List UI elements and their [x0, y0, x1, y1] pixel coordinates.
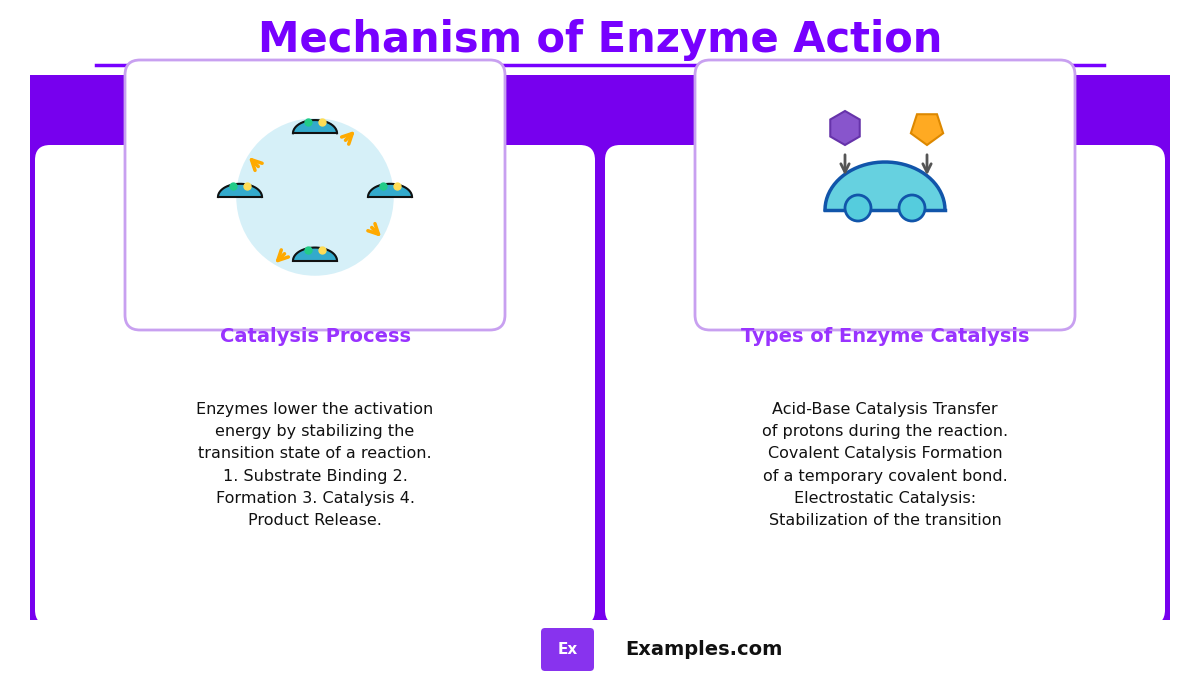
Text: Types of Enzyme Catalysis: Types of Enzyme Catalysis — [740, 327, 1030, 346]
Polygon shape — [368, 184, 412, 197]
Polygon shape — [830, 111, 859, 145]
Circle shape — [845, 195, 871, 221]
Polygon shape — [293, 120, 337, 133]
Text: Catalysis Process: Catalysis Process — [220, 327, 410, 346]
Polygon shape — [218, 184, 262, 197]
Polygon shape — [826, 162, 946, 210]
Text: Mechanism of Enzyme Action: Mechanism of Enzyme Action — [258, 19, 942, 61]
FancyBboxPatch shape — [605, 145, 1165, 625]
Text: Acid-Base Catalysis Transfer
of protons during the reaction.
Covalent Catalysis : Acid-Base Catalysis Transfer of protons … — [762, 402, 1008, 528]
Circle shape — [236, 118, 394, 276]
FancyBboxPatch shape — [541, 628, 594, 671]
FancyBboxPatch shape — [35, 145, 595, 625]
Circle shape — [899, 195, 925, 221]
FancyBboxPatch shape — [695, 60, 1075, 330]
Text: Examples.com: Examples.com — [625, 640, 782, 659]
Polygon shape — [911, 114, 943, 145]
Polygon shape — [293, 248, 337, 261]
FancyBboxPatch shape — [30, 75, 1170, 620]
FancyBboxPatch shape — [125, 60, 505, 330]
Text: Ex: Ex — [557, 642, 577, 657]
Text: Enzymes lower the activation
energy by stabilizing the
transition state of a rea: Enzymes lower the activation energy by s… — [197, 402, 433, 528]
